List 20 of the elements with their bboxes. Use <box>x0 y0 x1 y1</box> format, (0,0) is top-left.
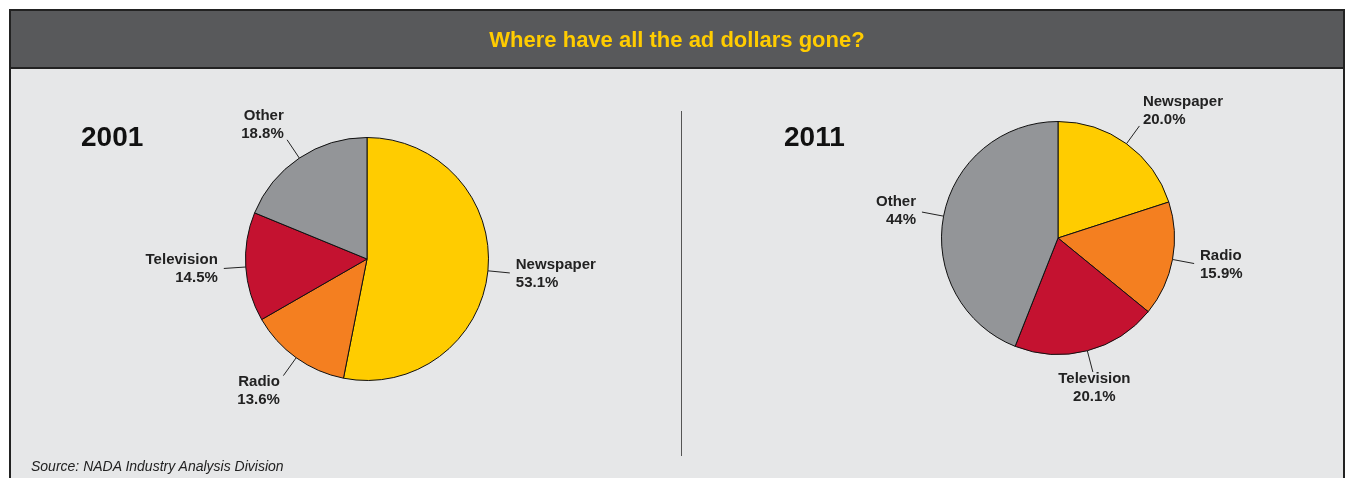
data-label: 15.9% <box>1200 263 1243 281</box>
slice-label: Newspaper <box>515 254 596 272</box>
data-label: 20.1% <box>1073 386 1116 404</box>
data-label: 14.5% <box>175 268 218 285</box>
slice-label: Newspaper <box>1142 92 1224 110</box>
slice-label: Radio <box>238 371 280 389</box>
data-label: 20.0% <box>1142 110 1186 128</box>
data-label: 53.1% <box>515 272 559 290</box>
slice-label: Radio <box>1200 245 1242 263</box>
slice-label: Television <box>145 250 218 267</box>
slice-label: Other <box>243 105 284 123</box>
data-label: 13.6% <box>237 389 280 407</box>
source-note: Source: NADA Industry Analysis Division <box>31 458 284 474</box>
chart-title: 2001 <box>81 121 144 153</box>
text: Where have all the ad dollars gone? <box>11 11 1343 69</box>
text: 2011 <box>784 121 845 153</box>
data-label: 44% <box>886 210 917 228</box>
data-label: 18.8% <box>241 123 284 141</box>
slice-label: Television <box>1058 368 1131 386</box>
slice-label: Other <box>876 192 917 210</box>
